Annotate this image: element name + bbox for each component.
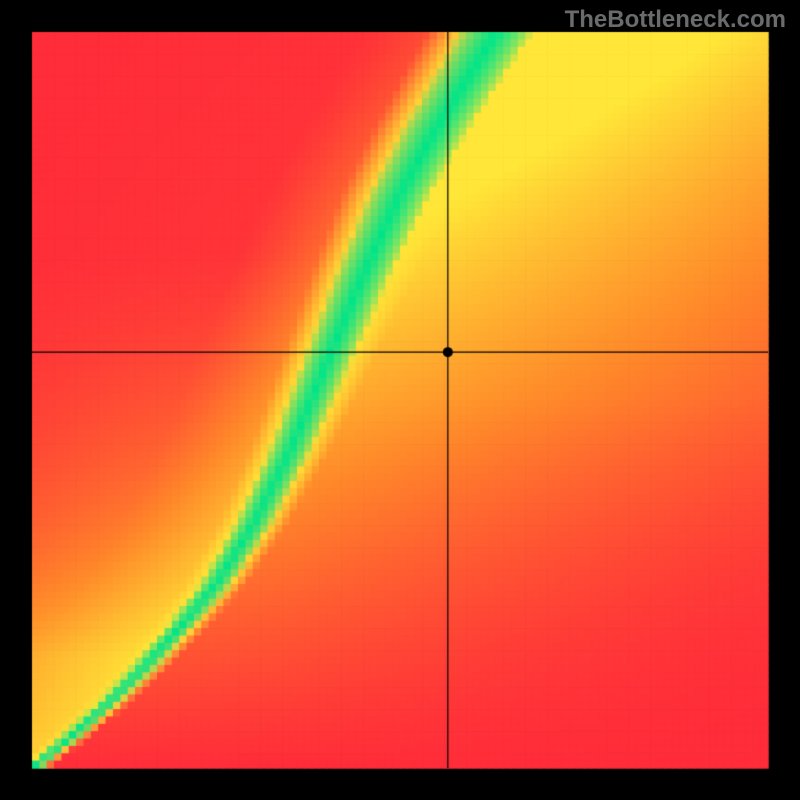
- heatmap-canvas: [0, 0, 800, 800]
- watermark-text: TheBottleneck.com: [565, 6, 786, 34]
- chart-container: { "watermark": { "text": "TheBottleneck.…: [0, 0, 800, 800]
